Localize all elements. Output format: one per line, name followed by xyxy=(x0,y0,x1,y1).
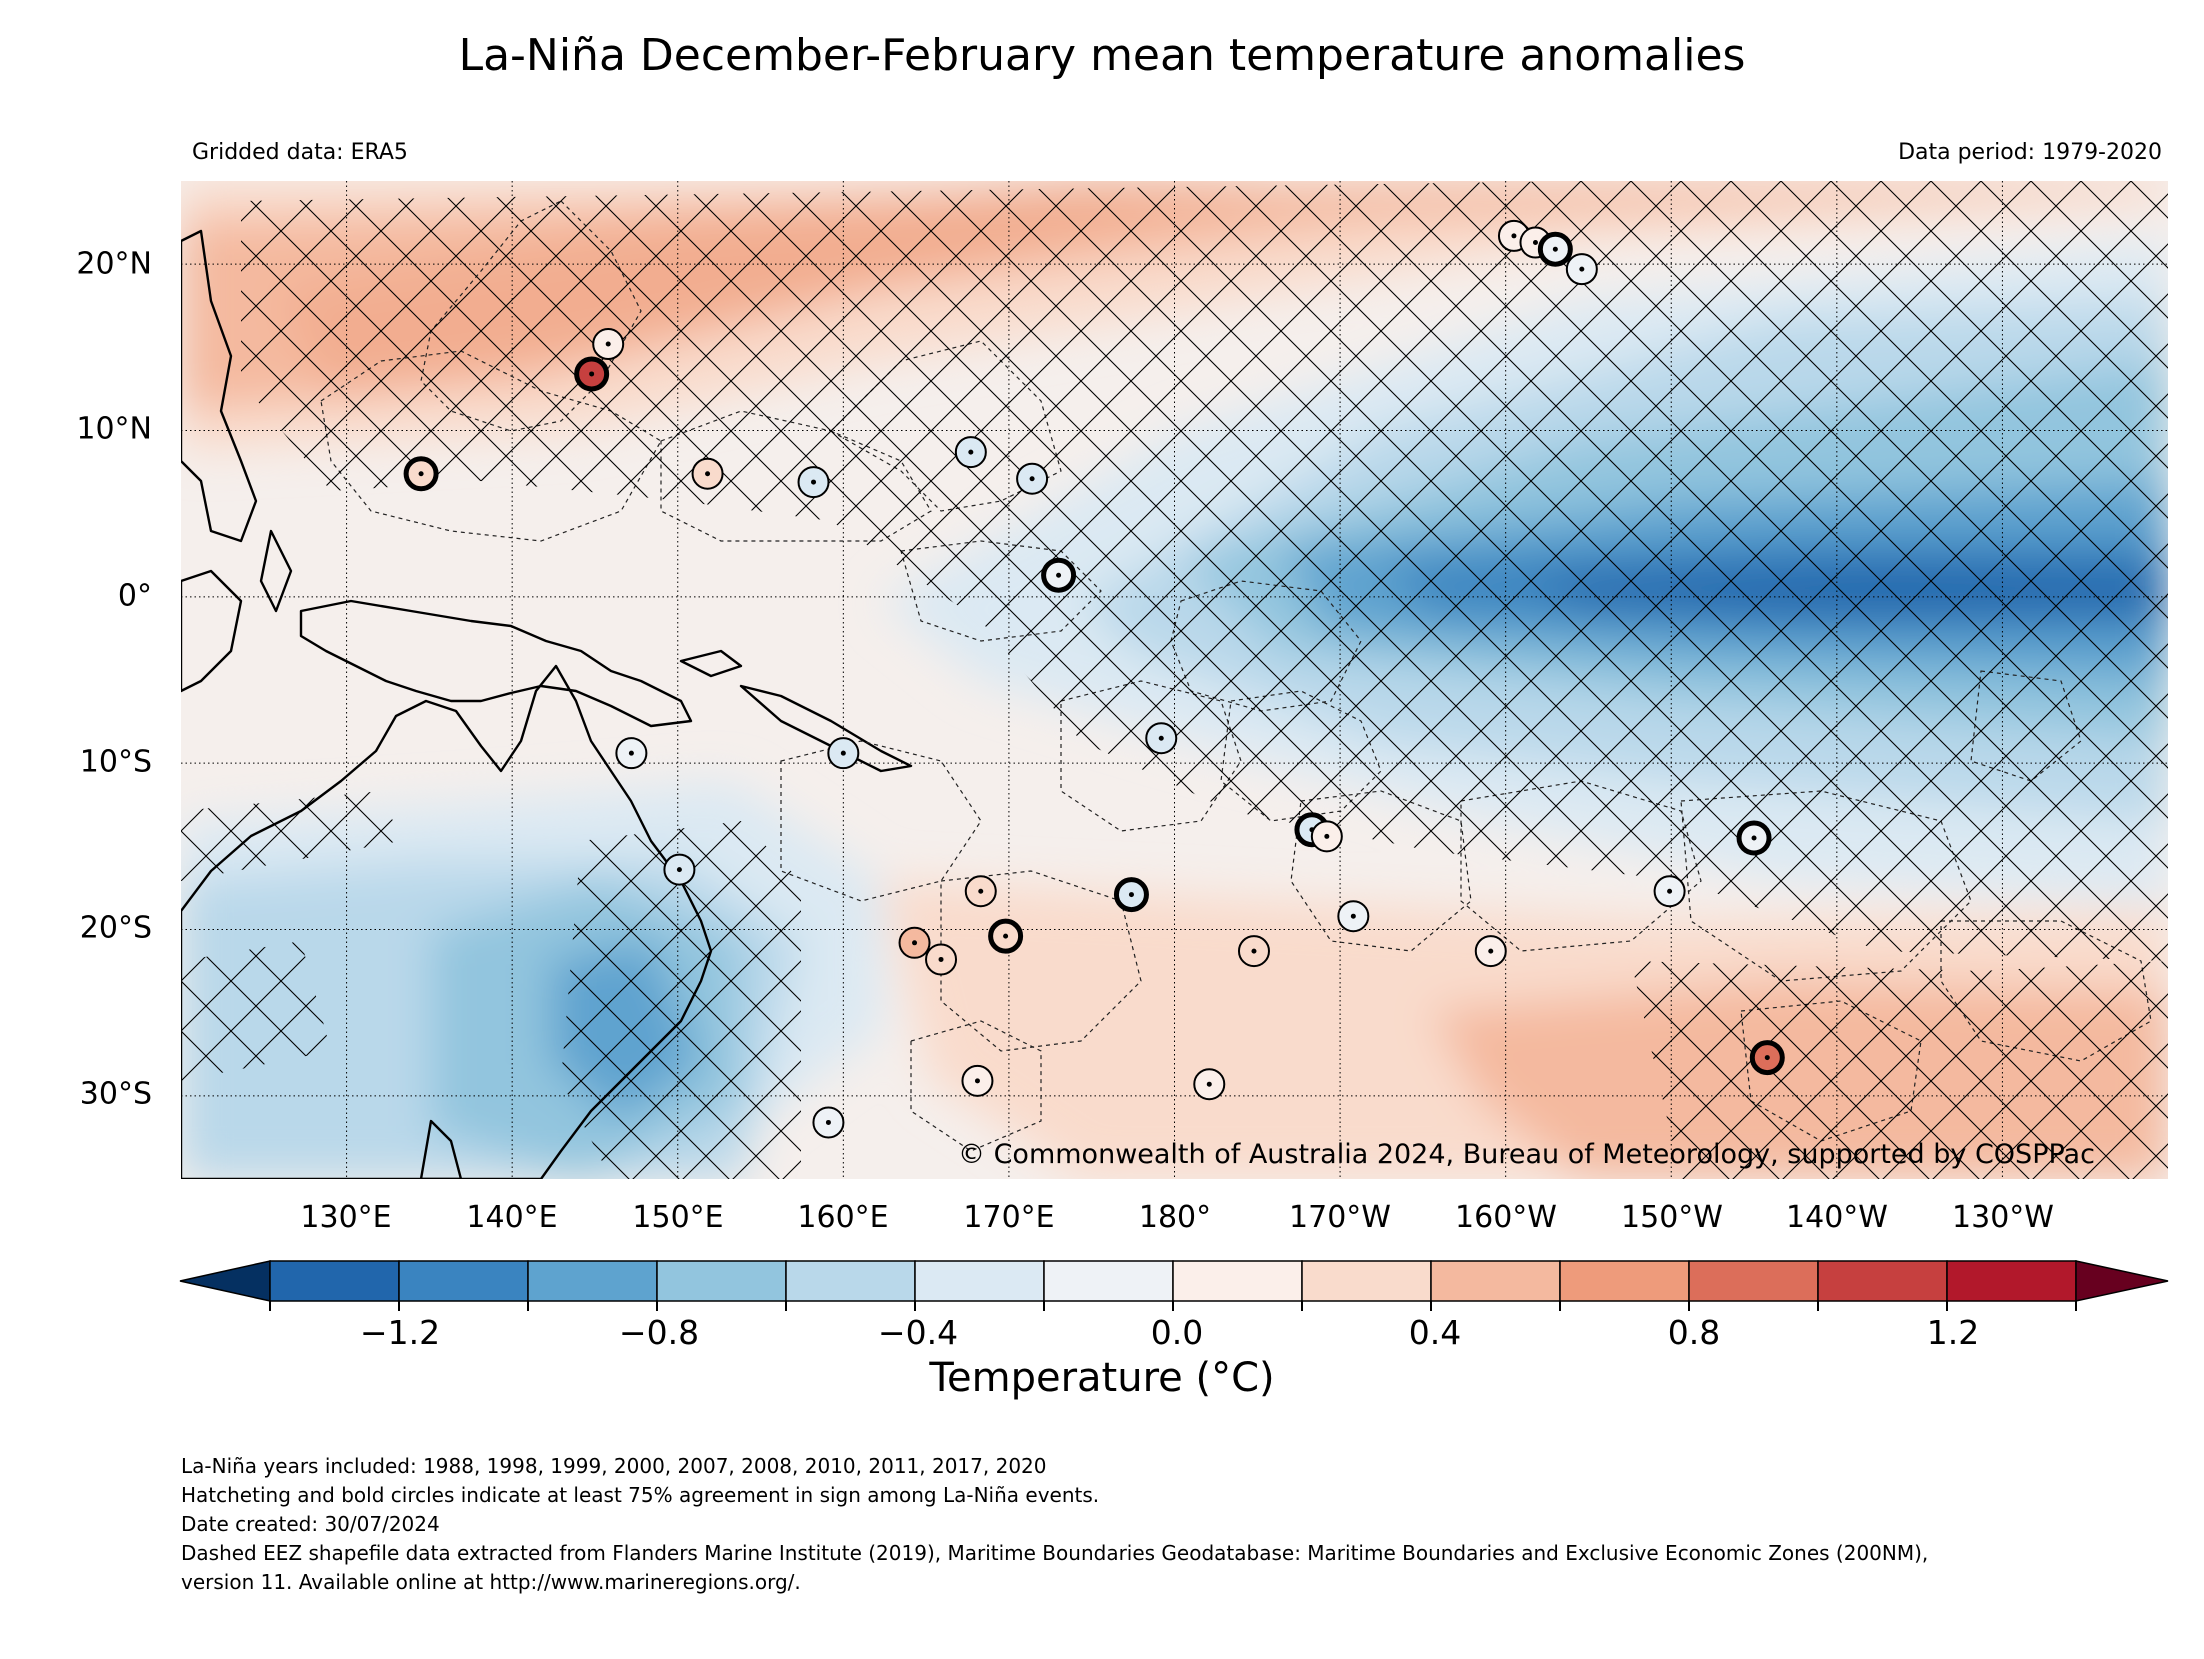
colorbar-segment xyxy=(656,1260,787,1302)
cb-tick-label: 0.0 xyxy=(1150,1313,1204,1352)
station-island-dot xyxy=(1579,266,1585,272)
new-zealand-coast xyxy=(419,1119,463,1179)
station-island-dot xyxy=(1056,572,1062,578)
station-island-dot xyxy=(589,371,595,377)
colorbar-segment xyxy=(1430,1260,1561,1302)
colorbar-extend-low xyxy=(179,1260,271,1302)
cb-tick-label: −0.4 xyxy=(877,1313,959,1352)
new-guinea-coast xyxy=(299,599,693,728)
lon-label-150e: 150°E xyxy=(632,1200,724,1235)
station-island-dot xyxy=(418,471,424,477)
cb-tick-label: 0.8 xyxy=(1667,1313,1721,1352)
data-period-note: Data period: 1979-2020 xyxy=(1898,140,2162,165)
lon-label-150w: 150°W xyxy=(1621,1200,1723,1235)
colorbar-segment xyxy=(785,1260,916,1302)
lon-label-180: 180° xyxy=(1138,1200,1212,1235)
lon-label-140e: 140°E xyxy=(466,1200,558,1235)
station-island-dot xyxy=(1128,892,1134,898)
colorbar-segment xyxy=(1817,1260,1948,1302)
station-island-dot xyxy=(1532,240,1538,246)
station-island-dot xyxy=(840,750,846,756)
colorbar-segment xyxy=(1559,1260,1690,1302)
copyright-notice: © Commonwealth of Australia 2024, Bureau… xyxy=(958,1139,2095,1170)
gridded-data-note: Gridded data: ERA5 xyxy=(192,140,408,165)
anomaly-map: © Commonwealth of Australia 2024, Bureau… xyxy=(181,181,2168,1179)
lon-label-160w: 160°W xyxy=(1455,1200,1557,1235)
station-island-dot xyxy=(676,867,682,873)
solomon-islands-coast xyxy=(739,684,913,773)
lon-label-170e: 170°E xyxy=(963,1200,1055,1235)
lat-label-equator: 0° xyxy=(117,578,152,614)
colorbar-segment xyxy=(269,1260,400,1302)
lon-label-170w: 170°W xyxy=(1289,1200,1391,1235)
cb-tick-label: −1.2 xyxy=(359,1313,441,1352)
station-island-dot xyxy=(1029,476,1035,482)
station-island-dot xyxy=(705,471,711,477)
borneo-sulawesi-coast xyxy=(181,529,293,693)
colorbar xyxy=(179,1260,2169,1311)
new-britain-coast xyxy=(679,649,743,678)
station-island-dot xyxy=(968,449,974,455)
lat-label-10n: 10°N xyxy=(76,411,152,447)
station-island-dot xyxy=(1251,948,1257,954)
philippines-coast xyxy=(181,229,258,543)
station-island-dot xyxy=(1667,888,1673,894)
footnote-eez-source: Dashed EEZ shapefile data extracted from… xyxy=(181,1541,1929,1565)
lat-label-30s: 30°S xyxy=(79,1076,152,1112)
lon-label-130w: 130°W xyxy=(1952,1200,2054,1235)
colorbar-segment xyxy=(914,1260,1045,1302)
station-island-dot xyxy=(938,956,944,962)
footnote-eez-source-cont: version 11. Available online at http://w… xyxy=(181,1570,801,1594)
station-island-dot xyxy=(978,888,984,894)
footnote-hatching: Hatcheting and bold circles indicate at … xyxy=(181,1483,1100,1507)
station-island-dot xyxy=(1488,948,1494,954)
lat-label-20n: 20°N xyxy=(76,246,152,282)
colorbar-segment xyxy=(1172,1260,1303,1302)
lon-label-140w: 140°W xyxy=(1786,1200,1888,1235)
station-island-dot xyxy=(605,341,611,347)
station-island-dot xyxy=(974,1078,980,1084)
colorbar-segment xyxy=(527,1260,658,1302)
station-island-dot xyxy=(1350,913,1356,919)
station-island-dot xyxy=(825,1119,831,1125)
colorbar-title: Temperature (°C) xyxy=(929,1355,1275,1401)
cb-tick-label: −0.8 xyxy=(618,1313,700,1352)
cb-tick-label: 1.2 xyxy=(1926,1313,1980,1352)
station-island-dot xyxy=(1552,246,1558,252)
colorbar-segment xyxy=(1043,1260,1174,1302)
colorbar-segment xyxy=(1946,1260,2077,1302)
station-island-dot xyxy=(1158,735,1164,741)
figure-title: La-Niña December-February mean temperatu… xyxy=(458,30,1746,81)
lat-label-10s: 10°S xyxy=(79,744,152,780)
station-island-dot xyxy=(1324,833,1330,839)
station-island-dot xyxy=(912,940,918,946)
station-island-dot xyxy=(1511,233,1517,239)
lon-label-160e: 160°E xyxy=(797,1200,889,1235)
station-island-dot xyxy=(1764,1055,1770,1061)
station-island-dot xyxy=(1751,835,1757,841)
colorbar-segment xyxy=(1301,1260,1432,1302)
station-island-dot xyxy=(628,750,634,756)
colorbar-segment xyxy=(398,1260,529,1302)
colorbar-extend-high xyxy=(2075,1260,2169,1302)
lat-label-20s: 20°S xyxy=(79,910,152,946)
station-markers xyxy=(403,219,1785,1139)
significance-hatching xyxy=(181,181,2168,1179)
cb-tick-label: 0.4 xyxy=(1408,1313,1462,1352)
station-island-dot xyxy=(1003,933,1009,939)
station-island-dot xyxy=(1206,1081,1212,1087)
colorbar-segment xyxy=(1688,1260,1819,1302)
station-island-dot xyxy=(811,479,817,485)
footnote-years: La-Niña years included: 1988, 1998, 1999… xyxy=(181,1454,1047,1478)
footnote-date: Date created: 30/07/2024 xyxy=(181,1512,440,1536)
lon-label-130e: 130°E xyxy=(300,1200,392,1235)
